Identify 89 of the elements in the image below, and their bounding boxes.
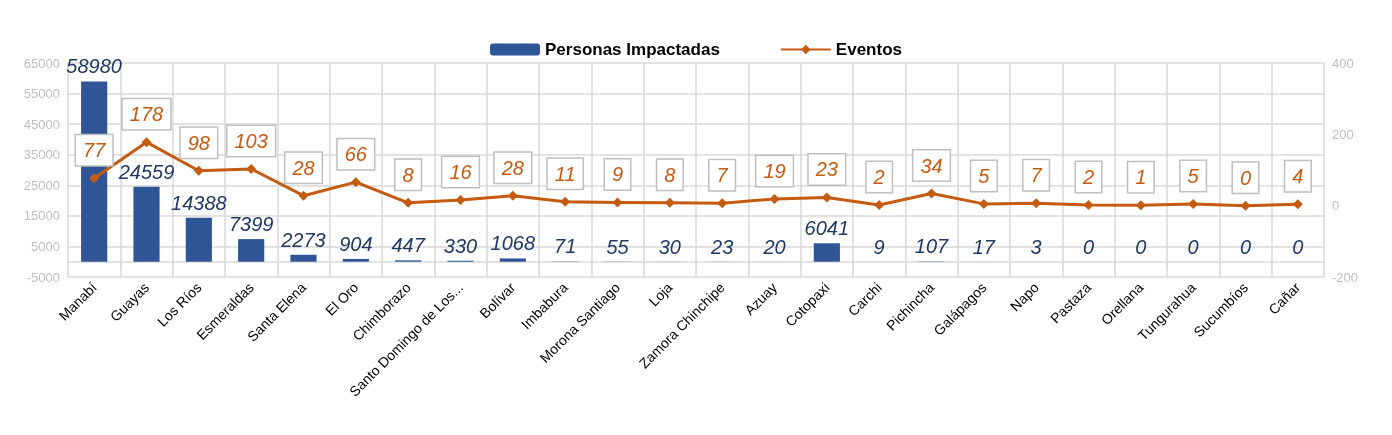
y-tick-label: -5000 xyxy=(26,269,60,285)
data-label: 7399 xyxy=(228,213,274,236)
data-label: 23 xyxy=(814,158,838,181)
data-label: 30 xyxy=(658,235,681,258)
y-tick-label: 35000 xyxy=(23,147,60,163)
data-label: 7 xyxy=(716,164,729,187)
data-label: 5 xyxy=(978,164,991,187)
point xyxy=(926,188,937,199)
y2-tick-label: 400 xyxy=(1332,55,1354,71)
point xyxy=(455,194,466,205)
data-label: 107 xyxy=(914,235,950,258)
data-label: 19 xyxy=(763,159,786,182)
y2-tick-label: 0 xyxy=(1332,198,1340,214)
data-label: 178 xyxy=(129,103,164,126)
data-label: 5 xyxy=(1187,164,1200,187)
point xyxy=(769,193,780,204)
data-label: 28 xyxy=(291,156,315,179)
bar xyxy=(290,254,317,262)
data-label: 55 xyxy=(606,235,630,258)
bar xyxy=(499,258,526,262)
point xyxy=(507,190,518,201)
data-label: 7 xyxy=(1030,164,1043,187)
point xyxy=(664,197,675,208)
data-label: 66 xyxy=(344,143,368,166)
legend-label: Personas Impactadas xyxy=(545,40,720,59)
y-tick-label: 45000 xyxy=(23,116,60,132)
y-tick-label: 65000 xyxy=(23,55,60,71)
data-label: 9 xyxy=(611,163,624,186)
y2-tick-label: 200 xyxy=(1332,126,1354,142)
y-tick-label: 5000 xyxy=(31,238,60,254)
data-label: 1068 xyxy=(490,232,536,255)
bar xyxy=(238,239,265,262)
point xyxy=(560,196,571,207)
data-label: 24559 xyxy=(117,160,175,183)
data-label: 28 xyxy=(500,156,524,179)
data-label: 58980 xyxy=(66,55,122,78)
data-label: 3 xyxy=(1030,235,1042,258)
data-label: 0 xyxy=(1082,235,1095,258)
data-label: 330 xyxy=(443,234,478,257)
point xyxy=(1083,199,1094,210)
data-label: 447 xyxy=(391,234,426,257)
bar xyxy=(185,217,212,262)
point xyxy=(874,199,885,210)
data-label: 1 xyxy=(1135,166,1147,189)
point xyxy=(1240,200,1251,211)
data-label: 16 xyxy=(449,160,473,183)
data-label: 20 xyxy=(762,235,786,258)
point xyxy=(298,190,309,201)
point xyxy=(350,177,361,188)
data-label: 103 xyxy=(234,129,268,152)
data-label: 2 xyxy=(1081,165,1095,188)
point xyxy=(717,198,728,209)
point xyxy=(89,173,100,184)
point xyxy=(141,137,152,148)
x-tick-label: Loja xyxy=(645,279,676,310)
point xyxy=(193,165,204,176)
bar xyxy=(813,243,840,262)
data-label: 23 xyxy=(710,235,734,258)
data-label: 9 xyxy=(873,235,885,258)
data-label: 6041 xyxy=(804,217,850,240)
y-tick-label: 25000 xyxy=(23,177,60,193)
data-label: 2273 xyxy=(280,228,326,251)
data-label: 0 xyxy=(1187,235,1199,258)
data-label: 904 xyxy=(339,232,373,255)
y-tick-label: 15000 xyxy=(23,208,60,224)
data-label: 8 xyxy=(664,163,676,186)
point xyxy=(246,163,257,174)
data-label: 2 xyxy=(872,165,885,188)
data-label: 71 xyxy=(554,235,577,258)
data-label: 0 xyxy=(1239,166,1252,189)
y-tick-label: 55000 xyxy=(23,86,60,102)
point xyxy=(978,198,989,209)
data-label: 34 xyxy=(920,154,943,177)
data-label: 8 xyxy=(402,163,414,186)
data-label: 77 xyxy=(83,139,107,162)
data-label: 0 xyxy=(1135,235,1147,258)
data-label: 0 xyxy=(1239,235,1252,258)
bar xyxy=(133,186,160,262)
data-label: 14388 xyxy=(171,191,227,214)
data-label: 4 xyxy=(1292,165,1304,188)
point xyxy=(821,192,832,203)
data-label: 0 xyxy=(1292,235,1304,258)
data-label: 98 xyxy=(187,131,210,154)
y2-tick-label: -200 xyxy=(1332,269,1359,285)
data-label: 11 xyxy=(554,162,576,185)
data-label: 17 xyxy=(972,235,996,258)
legend-label: Eventos xyxy=(835,40,902,59)
bar xyxy=(342,258,369,262)
point xyxy=(1135,200,1146,211)
